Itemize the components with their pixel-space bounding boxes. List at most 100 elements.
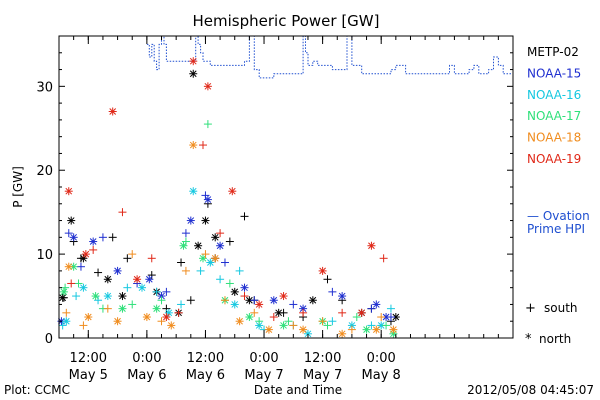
point-noaa-18-south <box>347 325 356 334</box>
point-noaa-15-south <box>64 229 73 238</box>
point-metp-02-north <box>67 216 76 225</box>
point-noaa-17-south <box>255 317 264 326</box>
legend-entry-noaa-16: NOAA-16 <box>527 88 581 102</box>
plot-area-frame <box>58 35 514 339</box>
point-noaa-17-south <box>157 296 166 305</box>
point-metp-02-south <box>323 275 332 284</box>
point-noaa-15-south <box>328 287 337 296</box>
point-noaa-17-south <box>225 279 234 288</box>
point-noaa-15-north <box>216 241 225 250</box>
point-noaa-19-north <box>255 300 264 309</box>
point-noaa-18-north <box>235 317 244 326</box>
point-noaa-19-south <box>199 141 208 150</box>
point-noaa-17-north <box>279 321 288 330</box>
point-noaa-16-south <box>235 266 244 275</box>
x-tick-label-date: May 8 <box>362 368 401 383</box>
point-noaa-16-south <box>216 275 225 284</box>
point-noaa-16-south <box>72 292 81 301</box>
point-metp-02-south <box>225 237 234 246</box>
point-noaa-15-south <box>201 191 210 200</box>
point-noaa-18-north <box>142 313 151 322</box>
point-metp-02-north <box>189 69 198 78</box>
point-noaa-19-south <box>89 245 98 254</box>
point-noaa-17-south <box>352 313 361 322</box>
point-noaa-15-north <box>186 216 195 225</box>
marker-key-north-label: north <box>539 332 571 346</box>
point-noaa-15-south <box>98 233 107 242</box>
point-noaa-15-south <box>76 262 85 271</box>
point-noaa-19-north <box>228 187 237 196</box>
point-noaa-16-south <box>58 321 67 330</box>
point-noaa-18-north <box>372 325 381 334</box>
ovation-label-line2: Prime HPI <box>527 222 585 236</box>
point-noaa-15-south <box>289 300 298 309</box>
footer-credit: Plot: CCMC <box>4 383 70 397</box>
point-noaa-19-south <box>67 279 76 288</box>
point-noaa-15-north <box>145 275 154 284</box>
x-tick-label-date: May 7 <box>303 368 342 383</box>
point-noaa-19-north <box>367 241 376 250</box>
point-noaa-15-north <box>113 266 122 275</box>
point-metp-02-north <box>58 293 67 302</box>
point-noaa-16-south <box>123 283 132 292</box>
point-metp-02-south <box>94 268 103 277</box>
point-noaa-18-north <box>299 325 308 334</box>
point-noaa-18-north <box>389 325 398 334</box>
x-tick-label-time: 12:00 <box>70 351 107 366</box>
point-noaa-18-south <box>318 317 327 326</box>
y-tick-label: 0 <box>45 332 53 347</box>
legend-entry-noaa-19: NOAA-19 <box>527 152 581 166</box>
x-tick-label-time: 0:00 <box>132 351 161 366</box>
point-noaa-18-south <box>181 266 190 275</box>
point-metp-02-north <box>118 292 127 301</box>
marker-key-south-symbol: + <box>525 301 536 316</box>
point-metp-02-south <box>147 271 156 280</box>
point-noaa-19-south <box>216 229 225 238</box>
point-noaa-18-north <box>84 313 93 322</box>
point-noaa-18-south <box>377 313 386 322</box>
x-tick-label-date: May 6 <box>127 368 166 383</box>
point-noaa-16-south <box>328 317 337 326</box>
point-metp-02-north <box>230 287 239 296</box>
legend-entry-noaa-18: NOAA-18 <box>527 131 581 145</box>
point-noaa-19-north <box>81 250 90 259</box>
point-noaa-15-north <box>269 296 278 305</box>
point-noaa-19-north <box>108 107 117 116</box>
legend-entry-noaa-17: NOAA-17 <box>527 109 581 123</box>
point-noaa-16-north <box>79 283 88 292</box>
x-tick-label-date: May 7 <box>244 368 283 383</box>
point-noaa-19-north <box>133 275 142 284</box>
x-tick-label-date: May 5 <box>69 368 108 383</box>
point-noaa-18-north <box>113 317 122 326</box>
point-noaa-19-south <box>269 313 278 322</box>
point-noaa-15-north <box>338 292 347 301</box>
point-noaa-15-north <box>89 237 98 246</box>
point-noaa-19-south <box>379 254 388 263</box>
ovation-prime-hpi-line <box>146 35 513 79</box>
point-noaa-17-south <box>323 321 332 330</box>
point-noaa-15-south <box>250 296 259 305</box>
point-noaa-19-north <box>64 187 73 196</box>
point-noaa-17-north <box>91 292 100 301</box>
point-noaa-18-north <box>167 321 176 330</box>
footer-timestamp: 2012/05/08 04:45:07 <box>467 383 594 397</box>
y-tick-label: 30 <box>36 80 53 95</box>
point-metp-02-north <box>211 233 220 242</box>
point-noaa-15-north <box>372 300 381 309</box>
point-noaa-17-north <box>152 304 161 313</box>
x-tick-label-time: 0:00 <box>367 351 396 366</box>
point-noaa-19-south <box>147 254 156 263</box>
point-noaa-18-south <box>201 250 210 259</box>
legend-entry-noaa-15: NOAA-15 <box>527 66 581 80</box>
point-noaa-15-north <box>157 292 166 301</box>
point-noaa-18-north <box>264 325 273 334</box>
marker-key-south-label: south <box>544 301 578 315</box>
point-noaa-17-north <box>59 287 68 296</box>
point-metp-02-north <box>274 308 283 317</box>
point-noaa-16-north <box>137 283 146 292</box>
point-noaa-18-north <box>189 141 198 150</box>
point-metp-02-north <box>308 296 317 305</box>
point-noaa-16-north <box>189 187 198 196</box>
point-noaa-16-south <box>386 304 395 313</box>
point-noaa-18-south <box>289 321 298 330</box>
